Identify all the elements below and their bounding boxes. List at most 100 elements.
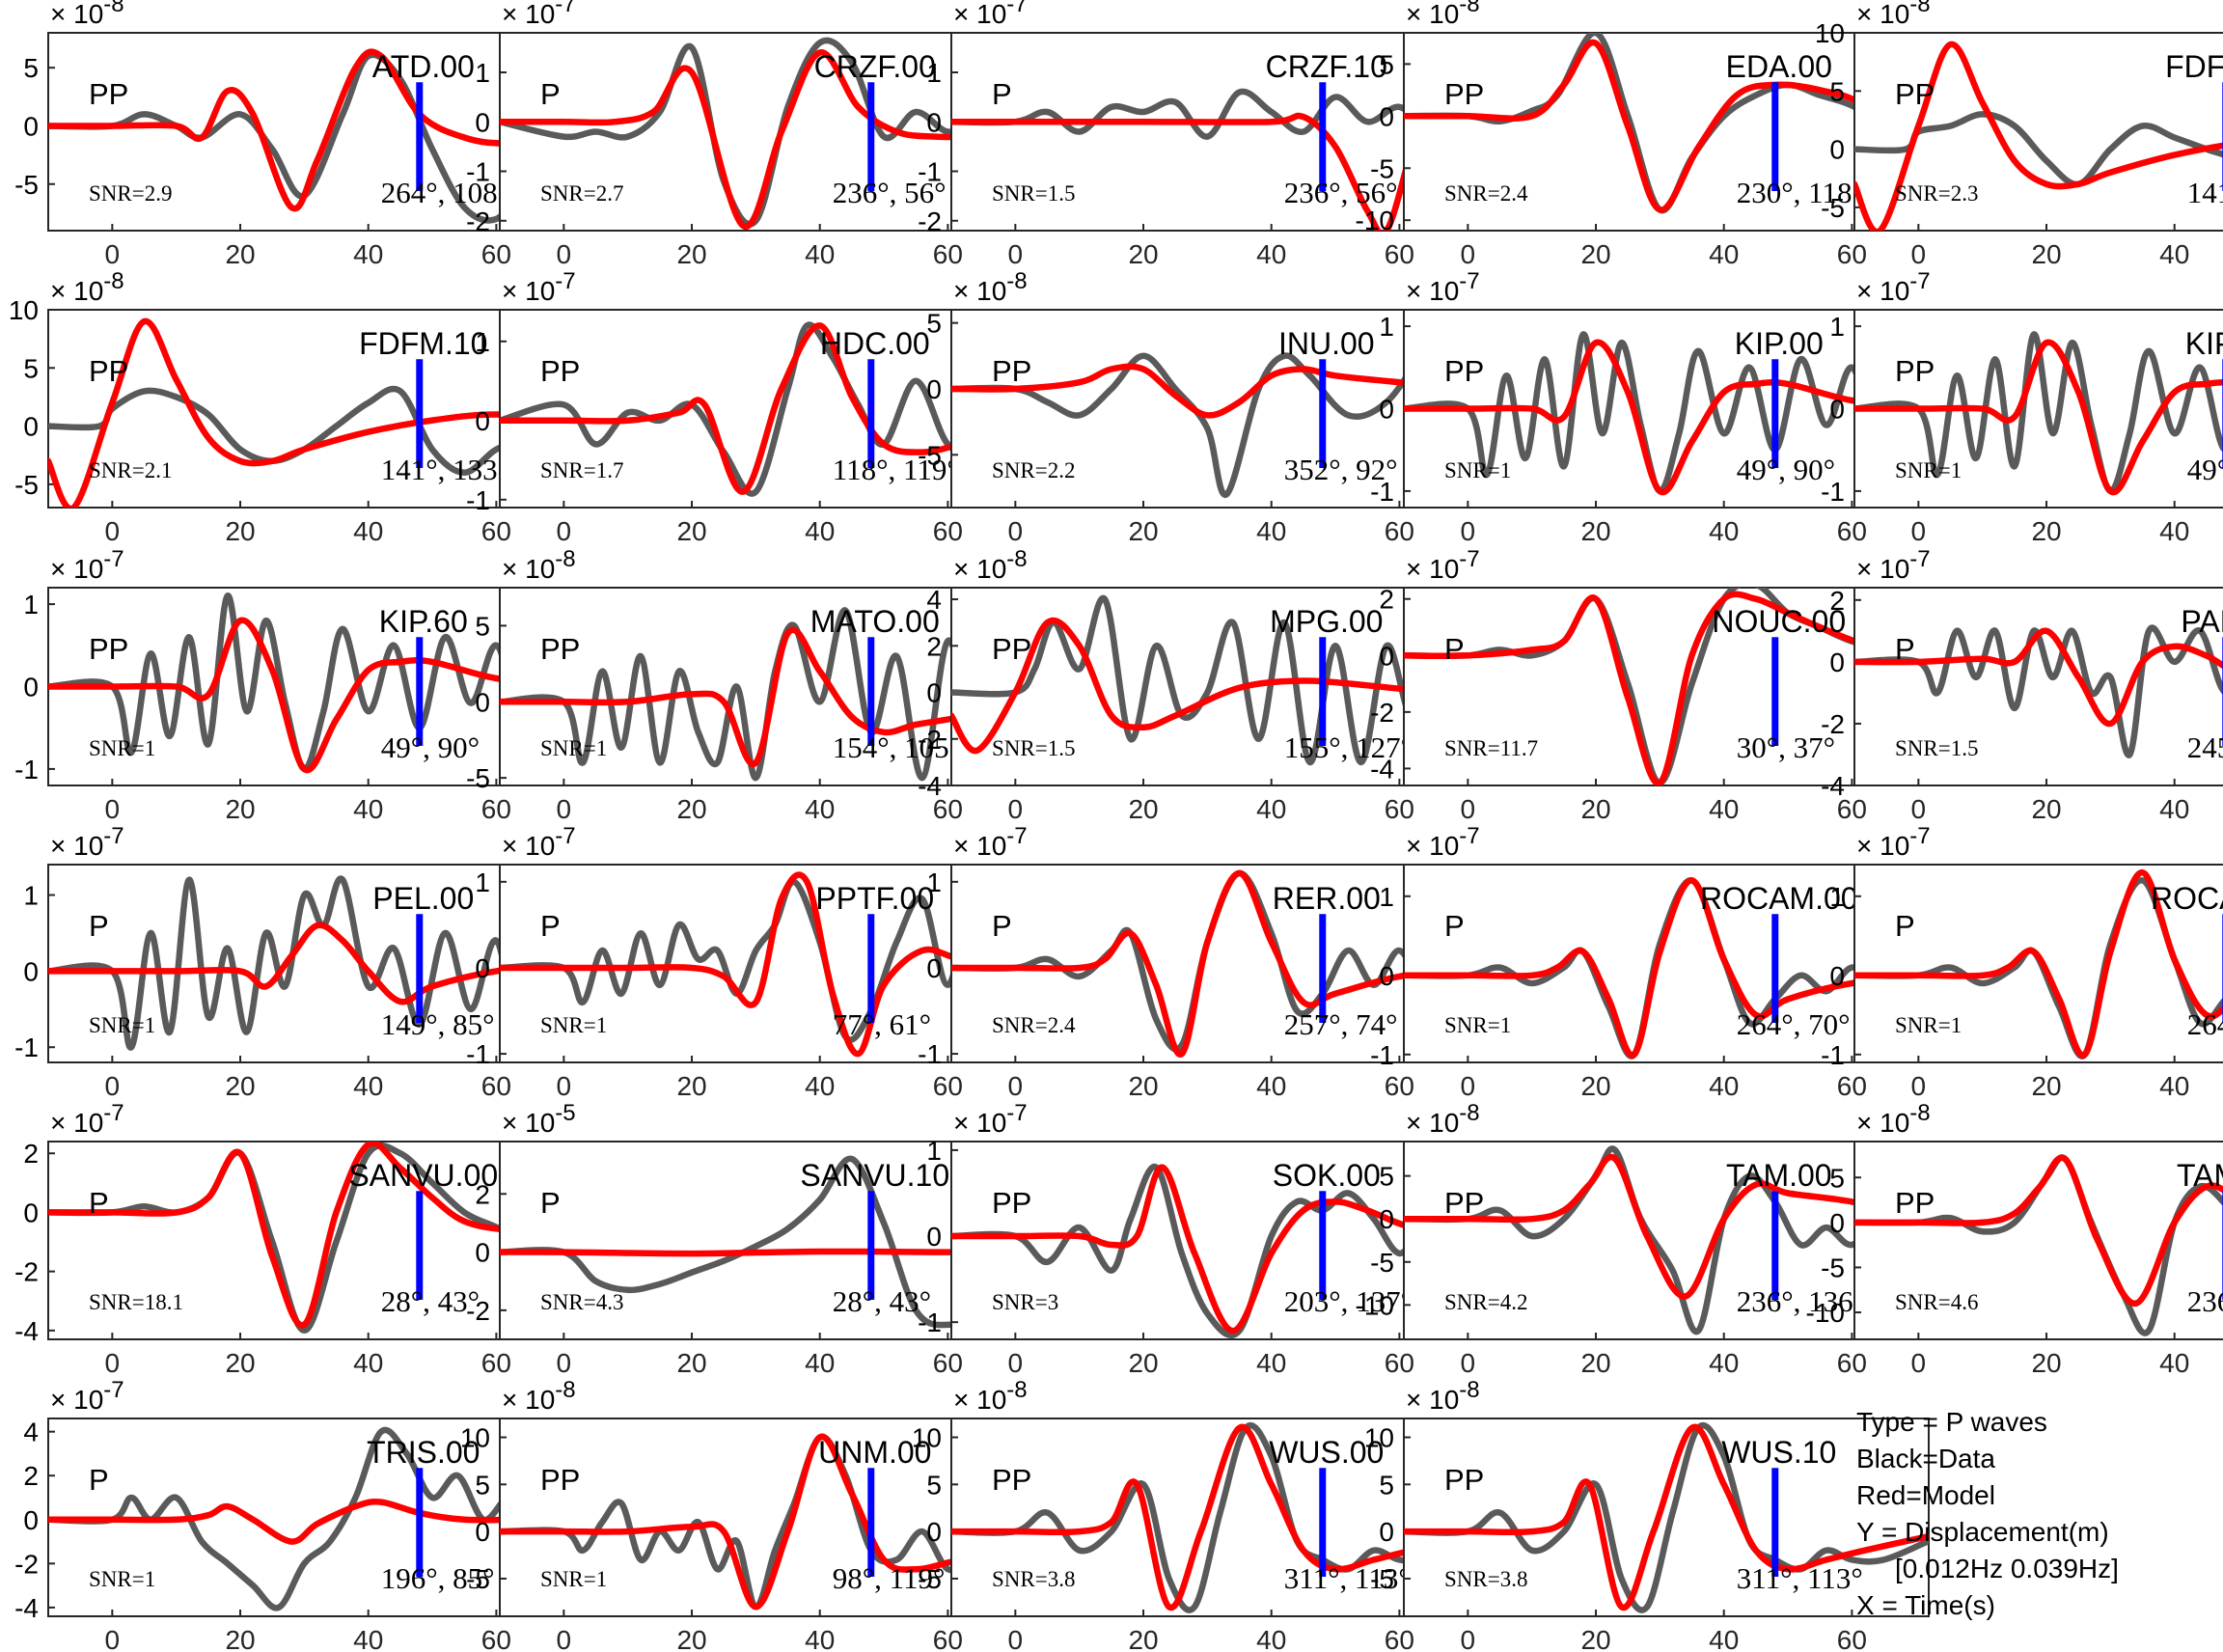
panel-rocam-10: × 10-7 1 0 -1 0 20 40 60 P ROCAM.10 SNR=1 264°, 70° [1821,823,2223,1101]
snr-label: SNR=1.7 [540,458,623,482]
panel-kip-00: × 10-7 1 0 -1 0 20 40 60 PP KIP.00 SNR=1 49°, 90° [1370,268,1930,546]
x-tick-label: 0 [557,239,572,269]
x-tick-label: 40 [805,516,835,546]
x-tick-label: 0 [1911,239,1927,269]
y-tick-label: -2 [918,206,942,236]
y-tick-label: -4 [1370,754,1394,784]
station-label: INU.00 [1278,326,1375,361]
x-tick-label: 60 [481,239,511,269]
y-tick-label: -5 [466,1564,490,1594]
y-tick-label: -2 [14,1257,39,1287]
station-label: MPG.00 [1270,604,1383,639]
x-tick-label: 20 [1128,239,1158,269]
x-tick-label: 40 [353,239,383,269]
y-exponent-value: -8 [1006,268,1027,294]
wave-type-label: P [1895,909,1915,943]
x-tick-label: 20 [1580,1071,1610,1101]
y-tick-label: 0 [1829,961,1845,991]
data-trace [1854,1154,2223,1336]
panel-eda-00: × 10-8 5 0 -5 -10 0 20 40 60 PP EDA.00 SNR=2.4 230°,… [1356,0,1930,269]
angles-label: 264°, 70° [2187,1007,2223,1041]
legend-line-band: [0.012Hz 0.039Hz] [1895,1554,2119,1583]
y-tick-label: 1 [1829,882,1845,912]
data-trace [1854,877,2223,1060]
x-tick-label: 60 [933,1071,963,1101]
y-tick-label: -1 [466,485,490,515]
y-tick-label: -2 [918,725,942,755]
snr-label: SNR=18.1 [89,1290,183,1314]
x-tick-label: 40 [805,1625,835,1652]
y-tick-label: 5 [926,1470,942,1500]
station-label: NOUC.00 [1712,604,1846,639]
y-exponent-label: × 10-7 [50,546,124,584]
y-tick-label: 10 [9,295,39,325]
y-tick-label: 10 [1364,1423,1394,1453]
y-tick-label: -2 [14,1549,39,1579]
y-tick-label: -5 [466,763,490,793]
y-exponent-value: -7 [103,823,124,849]
y-exponent-value: -7 [1006,0,1027,17]
snr-label: SNR=2.7 [540,181,623,206]
y-exponent-value: -7 [1909,546,1930,572]
panel-wus-00: × 10-8 10 5 0 -5 0 20 40 60 PP WUS.00 SNR=3.8 311°, … [912,1377,1477,1652]
angles-label: 203°, 137° [1284,1284,1413,1318]
angles-label: 154°, 105° [833,730,961,764]
y-tick-label: 0 [926,1517,942,1547]
x-tick-label: 0 [105,239,121,269]
wave-type-label: PP [1444,1186,1484,1220]
snr-label: SNR=3 [992,1290,1058,1314]
model-trace [1854,339,2223,496]
y-tick-label: 0 [926,953,942,983]
station-label: SANVU.10 [800,1158,949,1193]
wave-type-label: PP [992,1186,1031,1220]
wave-type-label: PP [1444,354,1484,388]
y-tick-label: 10 [912,1423,942,1453]
model-trace [1404,591,1929,785]
station-label: PAF.00 [2181,604,2223,639]
y-tick-label: 0 [475,107,490,137]
model-trace [500,322,1025,495]
y-tick-label: -4 [14,1316,39,1346]
station-label: MATO.00 [810,604,940,639]
y-tick-label: 5 [23,353,39,383]
data-trace [500,37,1025,228]
x-tick-label: 20 [225,1348,255,1378]
x-tick-label: 60 [933,1348,963,1378]
y-tick-label: 1 [475,867,490,897]
y-tick-label: -4 [918,771,942,801]
y-exponent-value: -7 [555,268,575,294]
y-tick-label: 1 [926,58,942,88]
y-tick-label: -4 [1821,771,1845,801]
angles-label: 352°, 92° [1284,453,1398,486]
y-tick-label: 0 [23,1505,39,1535]
y-tick-label: 5 [475,611,490,641]
x-tick-label: 60 [1385,516,1414,546]
x-tick-label: 20 [1580,1348,1610,1378]
x-tick-label: 40 [1709,1071,1739,1101]
y-tick-label: -2 [466,206,490,236]
station-label: KIP.10 [2185,326,2223,361]
legend-line-type: Type = P waves [1856,1407,2047,1437]
x-tick-label: 40 [353,794,383,824]
model-trace [500,626,1025,767]
x-tick-label: 0 [1461,794,1476,824]
y-tick-label: -2 [1370,698,1394,728]
y-exponent-value: -7 [555,823,575,849]
y-exponent-label: × 10-8 [1856,0,1931,29]
y-tick-label: 5 [1829,1163,1845,1193]
x-tick-label: 20 [1580,516,1610,546]
x-tick-label: 20 [225,794,255,824]
y-tick-label: 0 [1379,1204,1394,1234]
snr-label: SNR=2.2 [992,458,1075,482]
y-tick-label: 5 [1379,1162,1394,1192]
y-tick-label: 0 [1379,641,1394,671]
panel-pptf-00: × 10-7 1 0 -1 0 20 40 60 P PPTF.00 SNR=1 77°, 61° [466,823,1026,1101]
y-tick-label: 2 [1379,585,1394,615]
y-tick-label: 1 [926,867,942,897]
station-label: EDA.00 [1726,49,1832,84]
axes-box [1403,864,1930,1063]
x-tick-label: 40 [1709,239,1739,269]
